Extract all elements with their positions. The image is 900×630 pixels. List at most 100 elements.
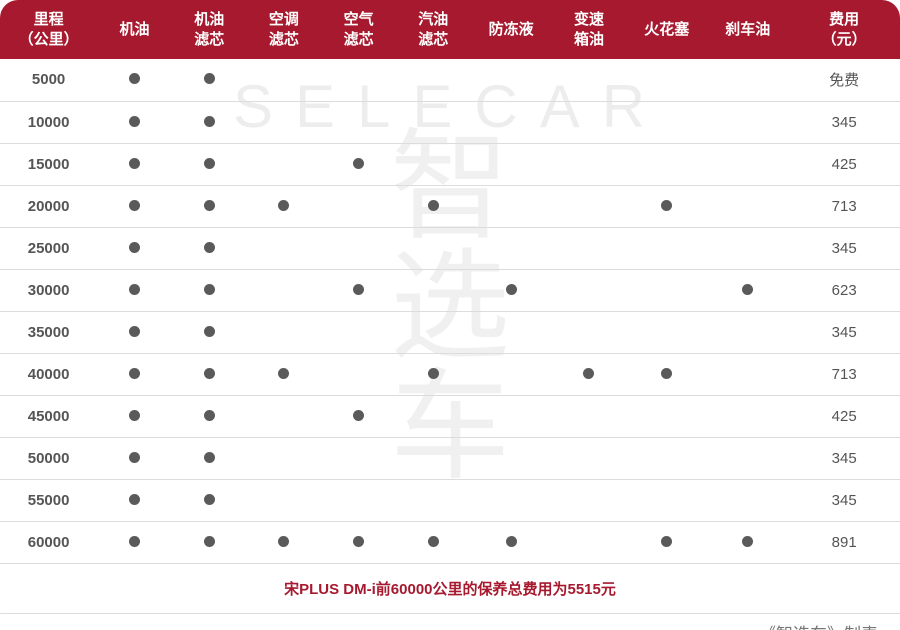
dot-icon (353, 158, 364, 169)
service-cell (552, 59, 627, 101)
service-cell (247, 143, 322, 185)
service-cell (321, 479, 396, 521)
mileage-cell: 60000 (0, 521, 97, 563)
service-cell (707, 185, 788, 227)
dot-icon (278, 200, 289, 211)
dot-icon (204, 284, 215, 295)
service-cell (247, 227, 322, 269)
dot-icon (428, 368, 439, 379)
mileage-cell: 15000 (0, 143, 97, 185)
service-cell (97, 185, 172, 227)
dot-icon (204, 368, 215, 379)
service-cell (247, 185, 322, 227)
service-cell (321, 353, 396, 395)
service-cell (247, 353, 322, 395)
service-cell (626, 59, 707, 101)
mileage-cell: 35000 (0, 311, 97, 353)
service-cell (707, 521, 788, 563)
service-cell (97, 395, 172, 437)
dot-icon (742, 284, 753, 295)
service-cell (97, 59, 172, 101)
dot-icon (742, 536, 753, 547)
dot-icon (129, 200, 140, 211)
table-body: 5000免费1000034515000425200007132500034530… (0, 59, 900, 563)
dot-icon (204, 73, 215, 84)
dot-icon (353, 284, 364, 295)
table-row: 50000345 (0, 437, 900, 479)
table-row: 20000713 (0, 185, 900, 227)
service-cell (471, 185, 552, 227)
service-cell (471, 227, 552, 269)
dot-icon (204, 158, 215, 169)
dot-icon (204, 326, 215, 337)
service-cell (707, 101, 788, 143)
dot-icon (129, 452, 140, 463)
service-cell (172, 59, 247, 101)
service-cell (172, 185, 247, 227)
cost-cell: 345 (788, 311, 900, 353)
summary-line: 宋PLUS DM-i前60000公里的保养总费用为5515元 (0, 563, 900, 613)
service-cell (97, 269, 172, 311)
dot-icon (129, 116, 140, 127)
dot-icon (129, 326, 140, 337)
dot-icon (204, 536, 215, 547)
col-header-7: 变速箱油 (552, 0, 627, 59)
service-cell (552, 311, 627, 353)
service-cell (471, 143, 552, 185)
col-header-0: 里程（公里） (0, 0, 97, 59)
service-cell (471, 437, 552, 479)
dot-icon (129, 242, 140, 253)
service-cell (626, 353, 707, 395)
service-cell (552, 353, 627, 395)
dot-icon (129, 494, 140, 505)
cost-cell: 345 (788, 101, 900, 143)
service-cell (626, 437, 707, 479)
cost-cell: 623 (788, 269, 900, 311)
service-cell (172, 143, 247, 185)
service-cell (396, 353, 471, 395)
service-cell (321, 437, 396, 479)
service-cell (707, 59, 788, 101)
service-cell (321, 395, 396, 437)
service-cell (396, 269, 471, 311)
col-header-1: 机油 (97, 0, 172, 59)
cost-cell: 345 (788, 479, 900, 521)
maintenance-table-card: SELECAR 智选车 里程（公里）机油机油滤芯空调滤芯空气滤芯汽油滤芯防冻液变… (0, 0, 900, 630)
dot-icon (661, 536, 672, 547)
dot-icon (278, 536, 289, 547)
table-row: 30000623 (0, 269, 900, 311)
dot-icon (661, 200, 672, 211)
service-cell (707, 143, 788, 185)
service-cell (321, 101, 396, 143)
service-cell (707, 353, 788, 395)
service-cell (321, 59, 396, 101)
cost-cell: 425 (788, 143, 900, 185)
service-cell (396, 437, 471, 479)
dot-icon (204, 410, 215, 421)
col-header-4: 空气滤芯 (321, 0, 396, 59)
service-cell (172, 521, 247, 563)
mileage-cell: 40000 (0, 353, 97, 395)
col-header-9: 刹车油 (707, 0, 788, 59)
table-row: 15000 425 (0, 143, 900, 185)
dot-icon (129, 158, 140, 169)
cost-cell: 713 (788, 353, 900, 395)
dot-icon (129, 368, 140, 379)
mileage-cell: 50000 (0, 437, 97, 479)
dot-icon (583, 368, 594, 379)
col-header-5: 汽油滤芯 (396, 0, 471, 59)
dot-icon (353, 536, 364, 547)
service-cell (626, 479, 707, 521)
service-cell (707, 311, 788, 353)
service-cell (247, 479, 322, 521)
maintenance-table: 里程（公里）机油机油滤芯空调滤芯空气滤芯汽油滤芯防冻液变速箱油火花塞刹车油费用（… (0, 0, 900, 563)
service-cell (247, 101, 322, 143)
service-cell (97, 143, 172, 185)
table-wrapper: 里程（公里）机油机油滤芯空调滤芯空气滤芯汽油滤芯防冻液变速箱油火花塞刹车油费用（… (0, 0, 900, 630)
service-cell (396, 395, 471, 437)
service-cell (471, 353, 552, 395)
dot-icon (204, 200, 215, 211)
col-header-10: 费用（元） (788, 0, 900, 59)
service-cell (97, 101, 172, 143)
service-cell (172, 227, 247, 269)
